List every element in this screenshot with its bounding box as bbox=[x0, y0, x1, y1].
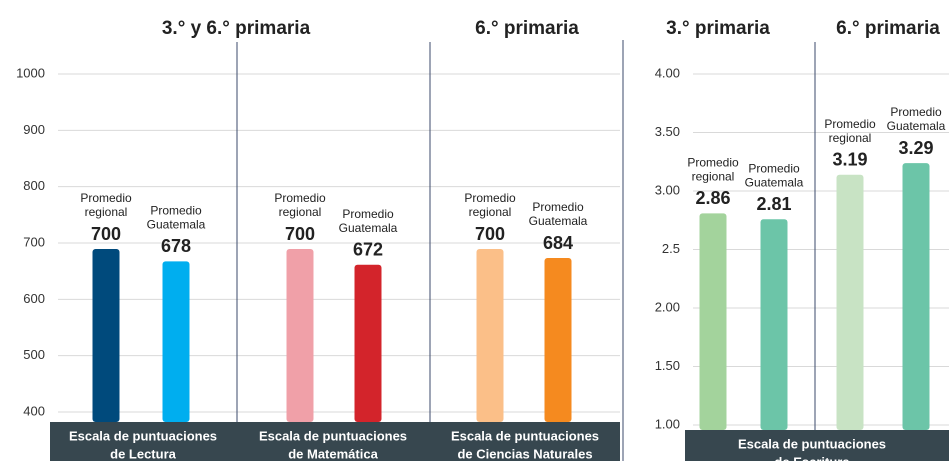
category-label: regional bbox=[829, 131, 872, 145]
bar bbox=[836, 174, 864, 430]
group-header: 6.° primaria bbox=[475, 18, 579, 39]
y-tick-label: 900 bbox=[23, 122, 45, 137]
y-tick-label: 1.00 bbox=[655, 416, 680, 431]
category-label: Promedio bbox=[890, 105, 942, 119]
y-tick-label: 1000 bbox=[16, 65, 45, 80]
bar bbox=[760, 219, 788, 430]
category-label: Promedio bbox=[687, 156, 739, 170]
group-header: 3.° primaria bbox=[666, 18, 770, 39]
y-tick-label: 3.50 bbox=[655, 124, 680, 139]
footer-label: Escala de puntuaciones bbox=[451, 428, 599, 443]
value-label: 672 bbox=[353, 240, 383, 260]
value-label: 684 bbox=[543, 233, 573, 253]
bar bbox=[162, 261, 190, 422]
category-label: Guatemala bbox=[745, 175, 804, 189]
y-tick-label: 3.00 bbox=[655, 182, 680, 197]
value-label: 3.19 bbox=[832, 150, 867, 170]
category-label: Promedio bbox=[748, 161, 800, 175]
category-label: Guatemala bbox=[147, 218, 206, 232]
footer-label: de Ciencias Naturales bbox=[457, 446, 592, 461]
category-label: Promedio bbox=[824, 117, 876, 131]
footer-band bbox=[50, 422, 620, 461]
category-label: Guatemala bbox=[529, 214, 588, 228]
bar bbox=[902, 163, 930, 430]
y-tick-label: 400 bbox=[23, 403, 45, 418]
category-label: regional bbox=[85, 205, 128, 219]
bar bbox=[699, 213, 727, 430]
category-label: Promedio bbox=[274, 191, 326, 205]
bar bbox=[286, 249, 314, 422]
y-tick-label: 2.5 bbox=[662, 241, 680, 256]
group-header: 3.° y 6.° primaria bbox=[162, 18, 311, 39]
category-label: Guatemala bbox=[339, 221, 398, 235]
footer-label: Escala de puntuaciones bbox=[738, 436, 886, 451]
footer-band bbox=[685, 430, 949, 461]
value-label: 678 bbox=[161, 236, 191, 256]
y-tick-label: 600 bbox=[23, 291, 45, 306]
bar bbox=[354, 264, 382, 422]
y-tick-label: 4.00 bbox=[655, 65, 680, 80]
y-tick-label: 500 bbox=[23, 347, 45, 362]
category-label: Promedio bbox=[342, 207, 394, 221]
footer-label: Escala de puntuaciones bbox=[69, 428, 217, 443]
category-label: Promedio bbox=[532, 200, 584, 214]
category-label: regional bbox=[279, 205, 322, 219]
category-label: Guatemala bbox=[887, 119, 946, 133]
value-label: 700 bbox=[91, 224, 121, 244]
y-tick-label: 1.50 bbox=[655, 358, 680, 373]
value-label: 700 bbox=[475, 224, 505, 244]
category-label: Promedio bbox=[80, 191, 132, 205]
bar bbox=[476, 249, 504, 422]
category-label: Promedio bbox=[150, 204, 202, 218]
footer-label: Escala de puntuaciones bbox=[259, 428, 407, 443]
value-label: 2.81 bbox=[756, 194, 791, 214]
footer-label: de Lectura bbox=[110, 446, 177, 461]
y-tick-label: 700 bbox=[23, 234, 45, 249]
category-label: regional bbox=[692, 170, 735, 184]
y-tick-label: 800 bbox=[23, 178, 45, 193]
group-header: 6.° primaria bbox=[836, 18, 940, 39]
bar bbox=[544, 258, 572, 422]
footer-label: de Matemática bbox=[288, 446, 378, 461]
y-tick-label: 2.00 bbox=[655, 299, 680, 314]
bar bbox=[92, 249, 120, 422]
category-label: regional bbox=[469, 205, 512, 219]
value-label: 3.29 bbox=[898, 138, 933, 158]
value-label: 700 bbox=[285, 224, 315, 244]
category-label: Promedio bbox=[464, 191, 516, 205]
footer-label: de Escritura bbox=[774, 454, 850, 461]
value-label: 2.86 bbox=[695, 188, 730, 208]
